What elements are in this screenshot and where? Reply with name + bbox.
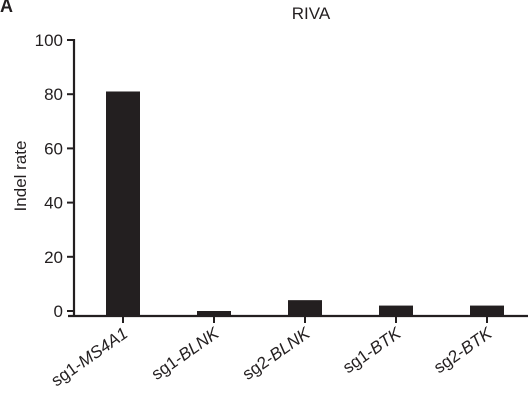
y-tick-label: 60 <box>44 139 63 158</box>
bar <box>197 311 231 316</box>
bar <box>288 300 322 316</box>
category-gene: BLNK <box>175 323 223 364</box>
y-tick-label: 20 <box>44 248 63 267</box>
y-axis: 0 20 40 60 80 100 <box>35 31 76 321</box>
panel-label: A <box>0 0 13 16</box>
x-category-label: sg2-BLNK <box>239 323 314 383</box>
y-tick-label: 80 <box>44 85 63 104</box>
y-tick-label: 100 <box>35 31 63 50</box>
x-category-label: sg1-BLNK <box>148 323 223 383</box>
y-tick-label: 40 <box>44 194 63 213</box>
chart-title: RIVA <box>292 4 331 23</box>
x-category-label: sg1-MS4A1 <box>48 324 132 391</box>
category-gene: BLNK <box>266 323 314 364</box>
y-tick-label: 0 <box>54 302 63 321</box>
x-axis: sg1-MS4A1 sg1-BLNK sg2-BLNK sg1-BTK sg2-BTK <box>48 314 528 391</box>
bar <box>379 305 413 316</box>
bar <box>470 305 504 316</box>
bars-group <box>106 91 504 317</box>
category-gene: MS4A1 <box>75 324 132 372</box>
x-category-label: sg2-BTK <box>430 323 496 377</box>
bar <box>106 91 140 317</box>
x-category-label: sg1-BTK <box>339 323 405 377</box>
y-axis-label: Indel rate <box>11 141 30 212</box>
